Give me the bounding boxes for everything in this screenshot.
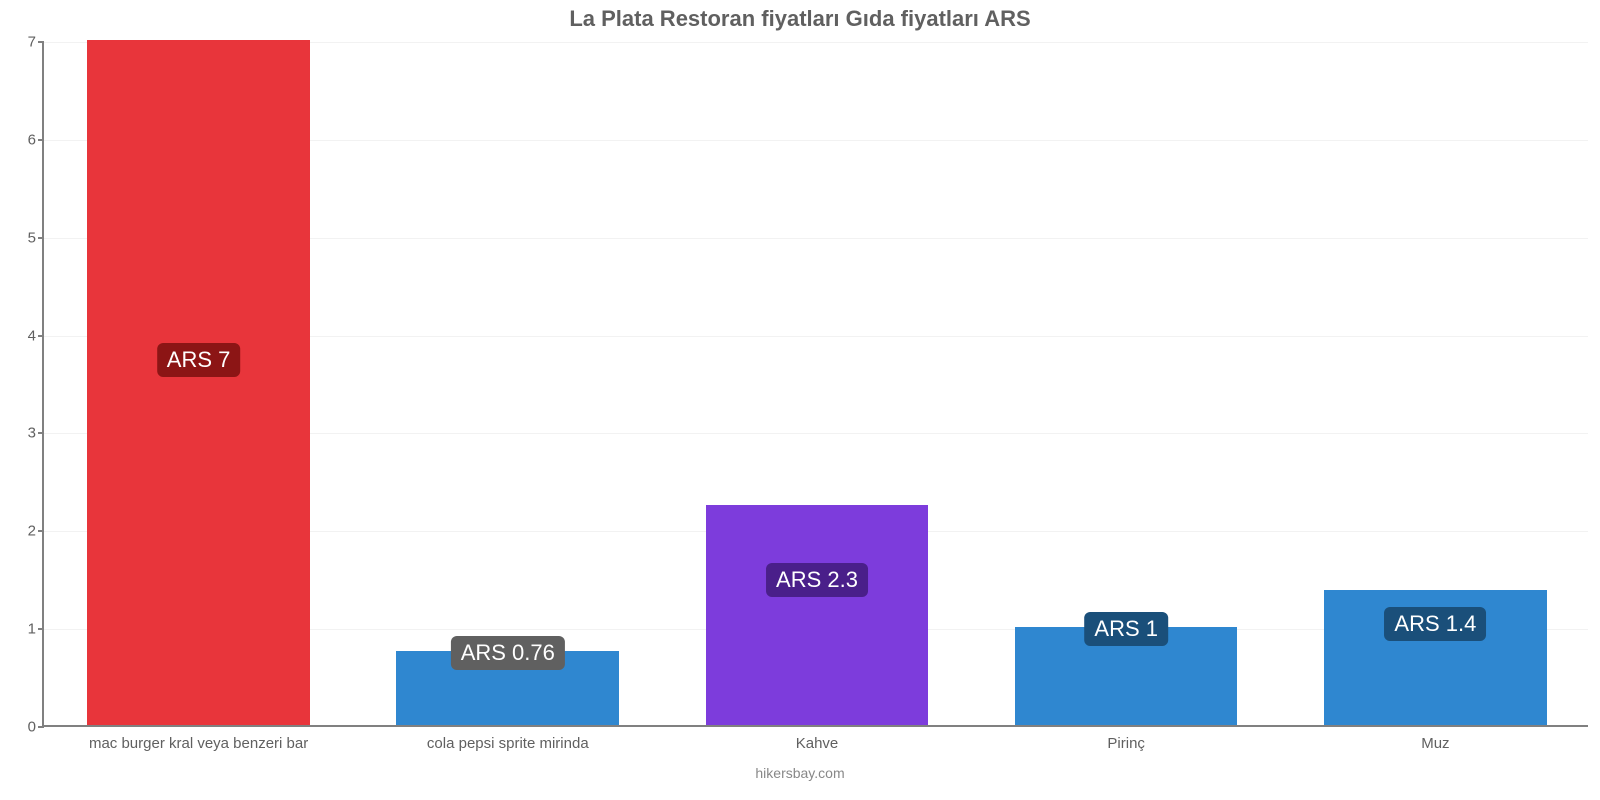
x-axis-label: Kahve — [796, 725, 839, 752]
value-badge: ARS 1.4 — [1384, 607, 1486, 641]
value-badge: ARS 7 — [157, 343, 241, 377]
x-axis-label: cola pepsi sprite mirinda — [427, 725, 589, 752]
bar — [87, 40, 310, 725]
y-tick-label: 6 — [28, 131, 44, 148]
value-badge: ARS 0.76 — [451, 636, 565, 670]
y-tick-label: 4 — [28, 327, 44, 344]
y-tick-label: 5 — [28, 229, 44, 246]
y-tick-label: 1 — [28, 621, 44, 638]
plot-wrap: 01234567mac burger kral veya benzeri bar… — [42, 42, 1588, 727]
chart-footer: hikersbay.com — [755, 765, 844, 781]
bar — [706, 505, 929, 725]
value-badge: ARS 1 — [1084, 612, 1168, 646]
value-badge: ARS 2.3 — [766, 563, 868, 597]
plot-area: 01234567mac burger kral veya benzeri bar… — [42, 42, 1588, 727]
x-axis-label: mac burger kral veya benzeri bar — [89, 725, 308, 752]
y-tick-label: 7 — [28, 34, 44, 51]
chart-container: La Plata Restoran fiyatları Gıda fiyatla… — [0, 0, 1600, 800]
x-axis-label: Pirinç — [1107, 725, 1145, 752]
y-tick-label: 2 — [28, 523, 44, 540]
y-tick-label: 3 — [28, 425, 44, 442]
x-axis-label: Muz — [1421, 725, 1449, 752]
y-tick-label: 0 — [28, 719, 44, 736]
chart-title: La Plata Restoran fiyatları Gıda fiyatla… — [0, 0, 1600, 32]
